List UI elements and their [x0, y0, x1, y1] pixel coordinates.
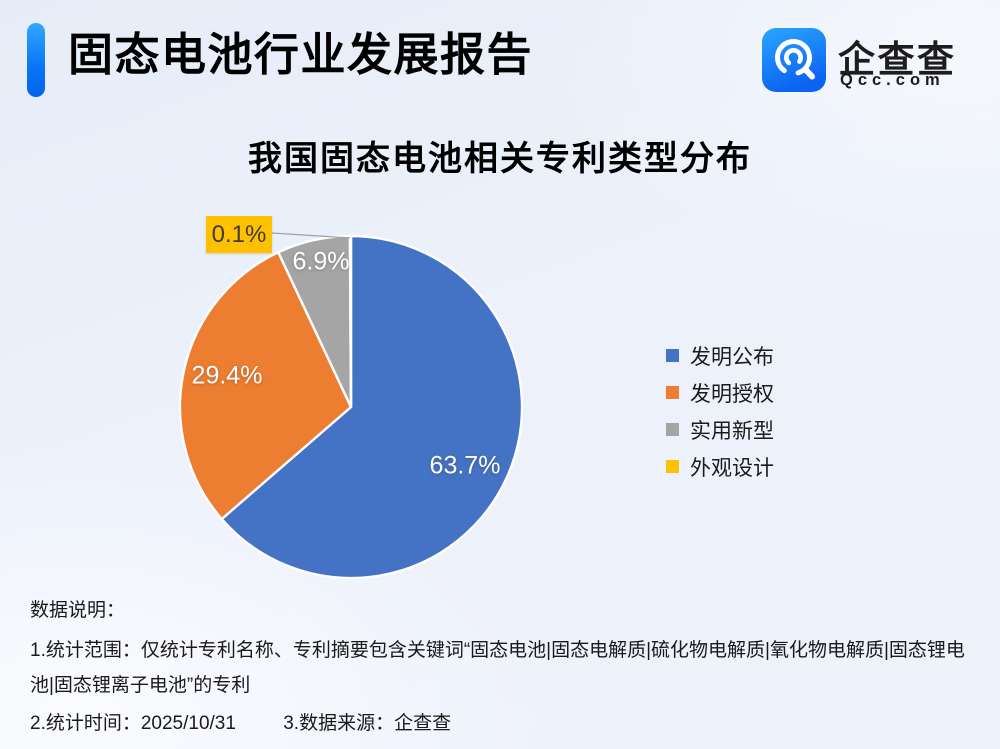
- legend-swatch-gray: [666, 423, 679, 436]
- callout-leader-line: [271, 232, 351, 239]
- note-scope: 1.统计范围：仅统计专利名称、专利摘要包含关键词“固态电池|固态电解质|硫化物电…: [30, 640, 965, 696]
- legend-swatch-yellow: [666, 460, 679, 473]
- legend-item-invention-grant: 发明授权: [666, 374, 774, 411]
- header-accent-bar: [27, 23, 45, 97]
- legend-label: 发明授权: [690, 382, 774, 406]
- slice-label-invention-publication: 63.7%: [429, 451, 501, 480]
- note-stat-date: 2.统计时间：2025/10/31: [30, 713, 236, 734]
- qcc-logo: 企查查 Qcc.com: [762, 28, 972, 94]
- legend-swatch-blue: [666, 349, 679, 362]
- chart-legend: 发明公布 发明授权 实用新型 外观设计: [666, 337, 774, 485]
- legend-swatch-orange: [666, 386, 679, 399]
- legend-label: 发明公布: [690, 345, 774, 369]
- notes-heading: 数据说明：: [30, 600, 126, 621]
- legend-item-invention-publication: 发明公布: [666, 337, 774, 374]
- legend-item-design: 外观设计: [666, 448, 774, 485]
- legend-label: 实用新型: [690, 419, 774, 443]
- legend-item-utility-model: 实用新型: [666, 411, 774, 448]
- callout-design-label: 0.1%: [206, 216, 272, 253]
- report-title: 固态电池行业发展报告: [68, 29, 534, 80]
- slice-label-utility-model: 6.9%: [292, 247, 350, 276]
- chart-title: 我国固态电池相关专利类型分布: [248, 140, 752, 178]
- pie-slice-3: [348, 234, 353, 409]
- qcc-logo-domain: Qcc.com: [840, 71, 945, 89]
- data-notes: 数据说明： 1.统计范围：仅统计专利名称、专利摘要包含关键词“固态电池|固态电解…: [30, 600, 975, 741]
- slice-label-invention-grant: 29.4%: [191, 361, 263, 390]
- legend-label: 外观设计: [690, 456, 774, 480]
- note-meta: 2.统计时间：2025/10/31 3.数据来源：企查查: [30, 706, 975, 741]
- pie-slice-0: [220, 234, 524, 580]
- note-data-source: 3.数据来源：企查查: [283, 713, 452, 734]
- qcc-logo-icon: [762, 28, 826, 92]
- qcc-logo-name: 企查查: [838, 39, 957, 80]
